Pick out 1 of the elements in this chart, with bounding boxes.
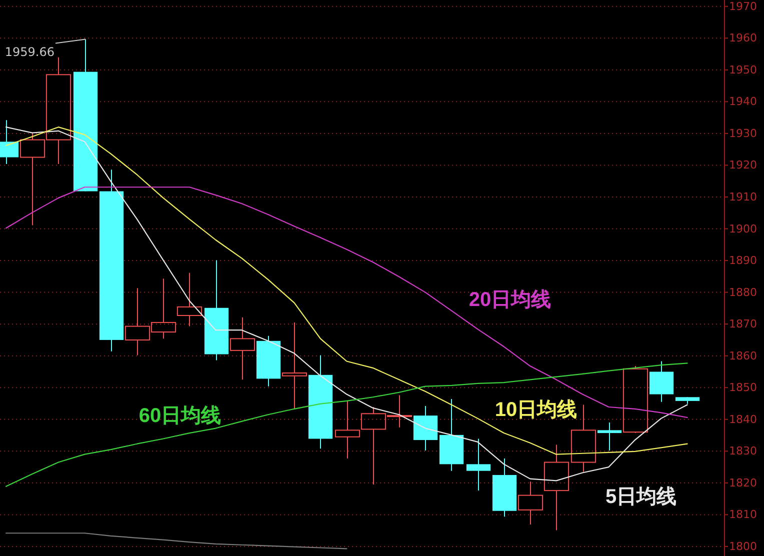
annotation: 1959.66: [4, 45, 54, 60]
